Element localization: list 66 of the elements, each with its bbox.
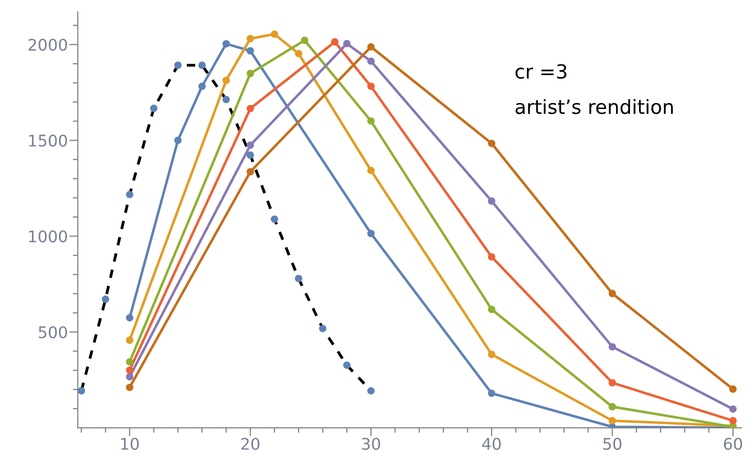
point [246,34,254,42]
point [222,96,230,104]
point [488,390,496,397]
point [270,30,278,38]
point [246,70,254,78]
point [367,166,375,174]
point [126,358,134,366]
point [78,387,86,394]
y-tick-label: 1000 [29,230,67,242]
point [126,314,134,322]
point [222,76,230,84]
point [126,373,134,380]
y-tick-label: 500 [38,326,67,338]
x-tick-label: 50 [603,438,622,450]
point [294,50,302,58]
point [198,62,206,69]
point [126,366,134,374]
point [367,117,375,125]
point [488,253,496,261]
point [246,47,254,55]
point [246,141,254,149]
point [126,336,134,344]
point [367,58,375,65]
point [300,36,308,44]
point [488,350,496,358]
point [222,40,230,48]
point [367,387,375,394]
annotation: cr =3 [516,64,566,79]
x-tick-label: 30 [362,438,380,450]
point [246,168,254,176]
x-tick-label: 60 [724,438,742,450]
point [174,62,182,69]
point [488,197,496,205]
y-tick-label: 1500 [29,134,67,147]
y-tick-label: 2000 [28,38,67,51]
point [294,274,302,282]
point [608,379,616,386]
point [126,384,134,392]
point [367,230,375,238]
point [608,417,616,424]
x-tick-label: 10 [121,438,139,450]
point [729,417,737,424]
x-tick-label: 20 [241,438,260,450]
point [246,104,254,112]
point [198,82,206,90]
x-tick-label: 40 [482,438,501,450]
point [246,151,254,159]
point [270,215,278,223]
point [608,290,616,298]
point [102,296,110,303]
point [729,405,737,413]
point [126,190,134,198]
point [488,140,496,148]
point [608,403,616,410]
point [150,104,158,112]
point [343,40,351,48]
point [367,43,375,51]
annotation: artist’s rendition [516,99,673,114]
point [319,324,326,332]
point [729,385,737,393]
point [343,361,351,369]
point [331,38,338,46]
point [174,136,182,144]
point [488,306,496,314]
point [367,82,375,90]
point [608,343,616,350]
